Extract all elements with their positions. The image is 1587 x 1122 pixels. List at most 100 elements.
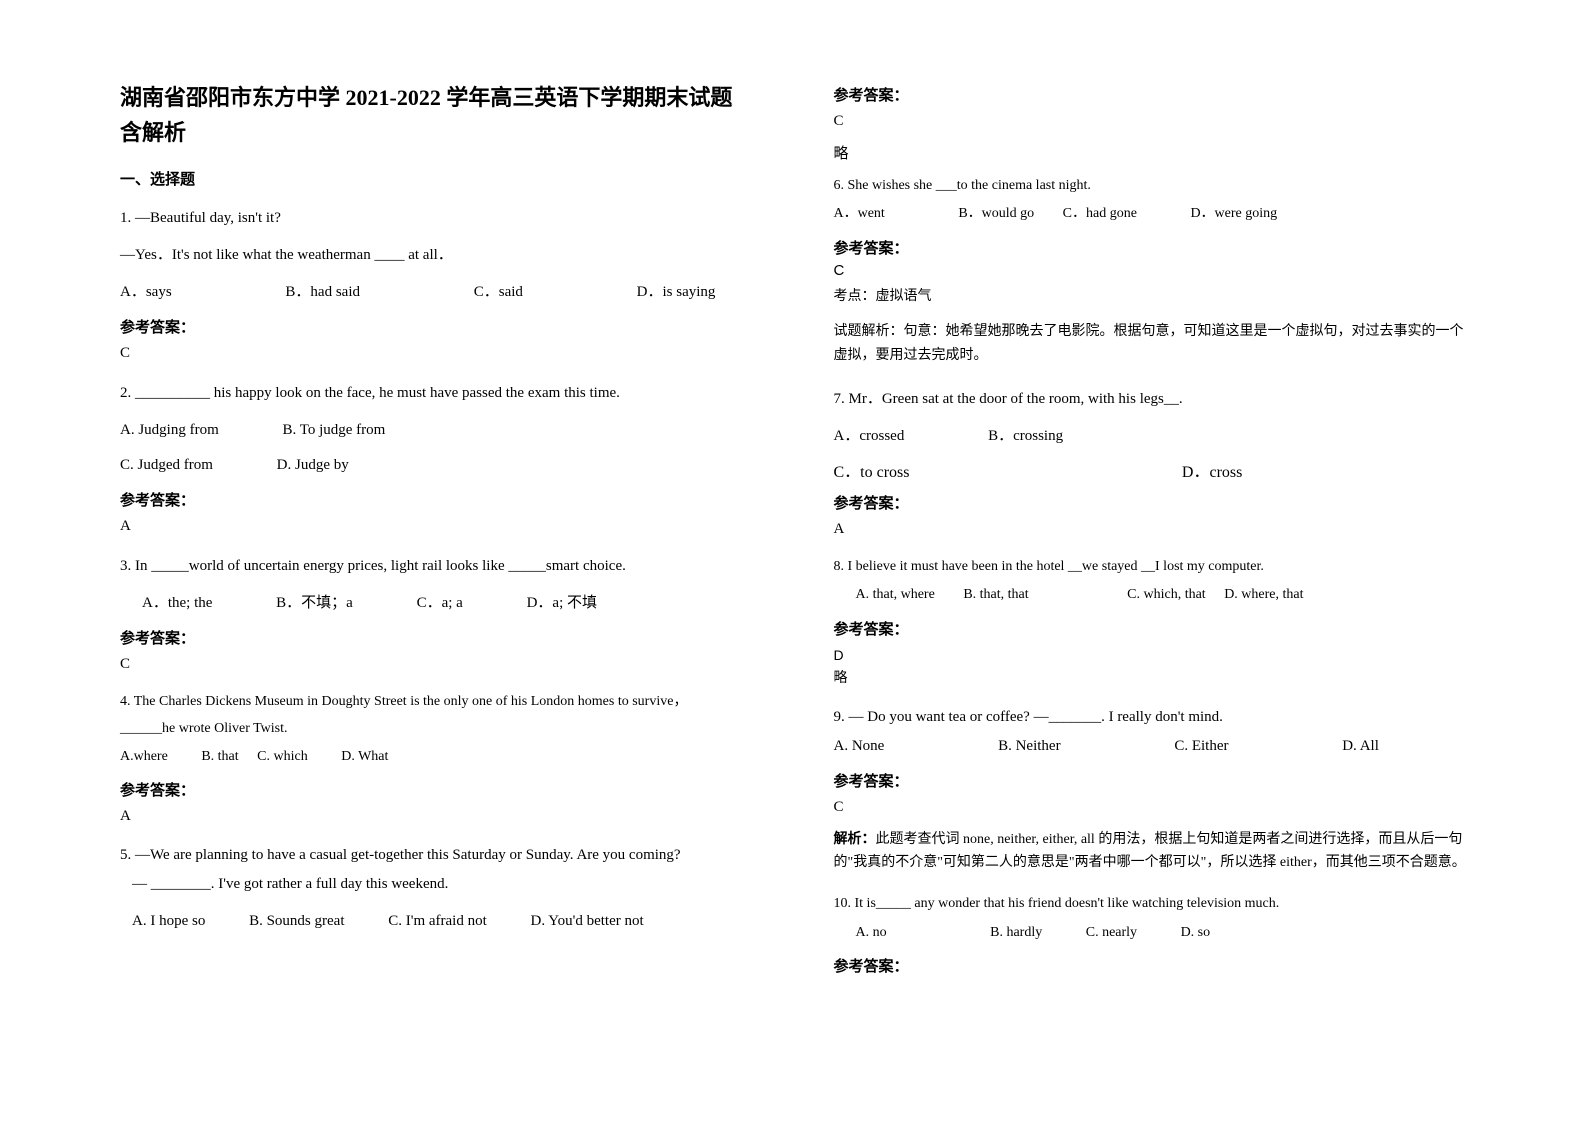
q5-answer-label: 参考答案： (834, 84, 1468, 105)
q8-optD: D. where, that (1224, 587, 1303, 602)
q7-optA: A．crossed (834, 423, 905, 450)
left-column: 湖南省邵阳市东方中学 2021-2022 学年高三英语下学期期末试题含解析 一、… (100, 80, 794, 1082)
q8-optC: C. which, that (1127, 587, 1206, 602)
section-heading: 一、选择题 (120, 168, 754, 189)
q2-answer-label: 参考答案： (120, 489, 754, 510)
q2-optD: D. Judge by (277, 457, 349, 473)
q8-text: 8. I believe it must have been in the ho… (834, 556, 1468, 578)
q3-optD: D．a; 不填 (527, 595, 597, 611)
q2-optC: C. Judged from (120, 452, 213, 479)
q2-options-row2: C. Judged from D. Judge by (120, 452, 754, 479)
q5-answer-value: C (834, 113, 1468, 130)
q5-extra: 略 (834, 142, 1468, 163)
q7-answer-label: 参考答案： (834, 492, 1468, 513)
q4-options: A.where B. that C. which D. What (120, 744, 754, 769)
q5-line2: — ________. I've got rather a full day t… (132, 871, 754, 898)
q4-optC: C. which (257, 749, 308, 764)
q7-optC: C．to cross (834, 458, 1182, 482)
q9-optB: B. Neither (998, 733, 1060, 760)
q5-optA: A. I hope so (132, 913, 205, 929)
q2-answer-value: A (120, 518, 754, 535)
q4-optA: A.where (120, 749, 168, 764)
q1-answer-value: C (120, 345, 754, 362)
q5-line1: 5. —We are planning to have a casual get… (120, 843, 754, 867)
q7-text: 7. Mr．Green sat at the door of the room,… (834, 386, 1468, 413)
q2-options-row1: A. Judging from B. To judge from (120, 417, 754, 444)
q10-options: A. no B. hardly C. nearly D. so (856, 920, 1468, 945)
q9-text: 9. — Do you want tea or coffee? —_______… (834, 705, 1468, 729)
q6-optC: C．had gone (1063, 206, 1137, 221)
q10-optD: D. so (1181, 925, 1211, 940)
q6-explain: 试题解析：句意：她希望她那晚去了电影院。根据句意，可知道这里是一个虚拟句，对过去… (834, 320, 1468, 368)
q6-optA: A．went (834, 206, 885, 221)
q2-optB: B. To judge from (283, 422, 386, 438)
q9-answer-value: C (834, 799, 1468, 816)
q10-text: 10. It is_____ any wonder that his frien… (834, 893, 1468, 915)
question-2: 2. __________ his happy look on the face… (120, 380, 754, 535)
document-title: 湖南省邵阳市东方中学 2021-2022 学年高三英语下学期期末试题含解析 (120, 80, 754, 150)
q1-answer-label: 参考答案： (120, 316, 754, 337)
q7-options-row2: C．to cross D．cross (834, 458, 1468, 482)
q7-answer-value: A (834, 521, 1468, 538)
question-7: 7. Mr．Green sat at the door of the room,… (834, 386, 1468, 538)
q6-answer-label: 参考答案： (834, 237, 1468, 258)
q3-text: 3. In _____world of uncertain energy pri… (120, 553, 754, 580)
q7-optB: B．crossing (988, 428, 1063, 444)
q8-answer-value: D (834, 647, 1468, 663)
q8-optA: A. that, where (856, 587, 935, 602)
q8-options: A. that, where B. that, that C. which, t… (856, 582, 1468, 607)
q10-answer-label: 参考答案： (834, 955, 1468, 976)
q1-optA: A．says (120, 279, 172, 306)
q10-optC: C. nearly (1086, 925, 1137, 940)
question-6: 6. She wishes she ___to the cinema last … (834, 175, 1468, 368)
q9-options: A. None B. Neither C. Either D. All (834, 733, 1468, 760)
q6-text: 6. She wishes she ___to the cinema last … (834, 175, 1468, 197)
q2-optA: A. Judging from (120, 417, 219, 444)
q4-optB: B. that (201, 749, 238, 764)
q1-line1: 1. —Beautiful day, isn't it? (120, 205, 754, 232)
q6-answer-value: C (834, 262, 1468, 279)
question-1: 1. —Beautiful day, isn't it? —Yes．It's n… (120, 205, 754, 362)
q5-optC: C. I'm afraid not (388, 913, 487, 929)
q4-line1: 4. The Charles Dickens Museum in Doughty… (120, 691, 754, 713)
q2-text: 2. __________ his happy look on the face… (120, 380, 754, 407)
q10-optB: B. hardly (990, 925, 1042, 940)
question-5: 5. —We are planning to have a casual get… (120, 843, 754, 935)
right-column: 参考答案： C 略 6. She wishes she ___to the ci… (794, 80, 1488, 1082)
q5-optD: D. You'd better not (531, 913, 644, 929)
q3-answer-value: C (120, 656, 754, 673)
q9-answer-label: 参考答案： (834, 770, 1468, 791)
question-4: 4. The Charles Dickens Museum in Doughty… (120, 691, 754, 825)
q9-explain: 解析：此题考查代词 none, neither, either, all 的用法… (834, 828, 1468, 876)
q6-optB: B．would go (958, 206, 1034, 221)
q4-answer-label: 参考答案： (120, 779, 754, 800)
q4-line2: ______he wrote Oliver Twist. (120, 718, 754, 740)
q9-optC: C. Either (1174, 733, 1228, 760)
question-10: 10. It is_____ any wonder that his frien… (834, 893, 1468, 976)
q3-answer-label: 参考答案： (120, 627, 754, 648)
q8-extra: 略 (834, 667, 1468, 687)
q8-optB: B. that, that (963, 587, 1028, 602)
q9-explain-label: 解析： (834, 832, 876, 847)
question-9: 9. — Do you want tea or coffee? —_______… (834, 705, 1468, 876)
q9-optD: D. All (1342, 738, 1379, 754)
q6-options: A．went B．would go C．had gone D．were goin… (834, 201, 1468, 226)
q8-answer-label: 参考答案： (834, 618, 1468, 639)
q7-optD: D．cross (1182, 458, 1242, 482)
q7-options-row1: A．crossed B．crossing (834, 423, 1468, 450)
q9-explain-text: 此题考查代词 none, neither, either, all 的用法，根据… (834, 832, 1466, 871)
q1-optB: B．had said (285, 279, 360, 306)
q3-options: A．the; the B．不填；a C．a; a D．a; 不填 (142, 590, 754, 617)
q4-optD: D. What (341, 749, 388, 764)
q4-answer-value: A (120, 808, 754, 825)
q6-point: 考点：虚拟语气 (834, 285, 1468, 309)
q5-options: A. I hope so B. Sounds great C. I'm afra… (132, 908, 754, 935)
q9-optA: A. None (834, 733, 885, 760)
q10-optA: A. no (856, 925, 887, 940)
q3-optB: B．不填；a (276, 590, 353, 617)
q3-optC: C．a; a (417, 590, 463, 617)
q1-optC: C．said (474, 279, 523, 306)
q1-line2: —Yes．It's not like what the weatherman _… (120, 242, 754, 269)
question-8: 8. I believe it must have been in the ho… (834, 556, 1468, 687)
q3-optA: A．the; the (142, 590, 212, 617)
